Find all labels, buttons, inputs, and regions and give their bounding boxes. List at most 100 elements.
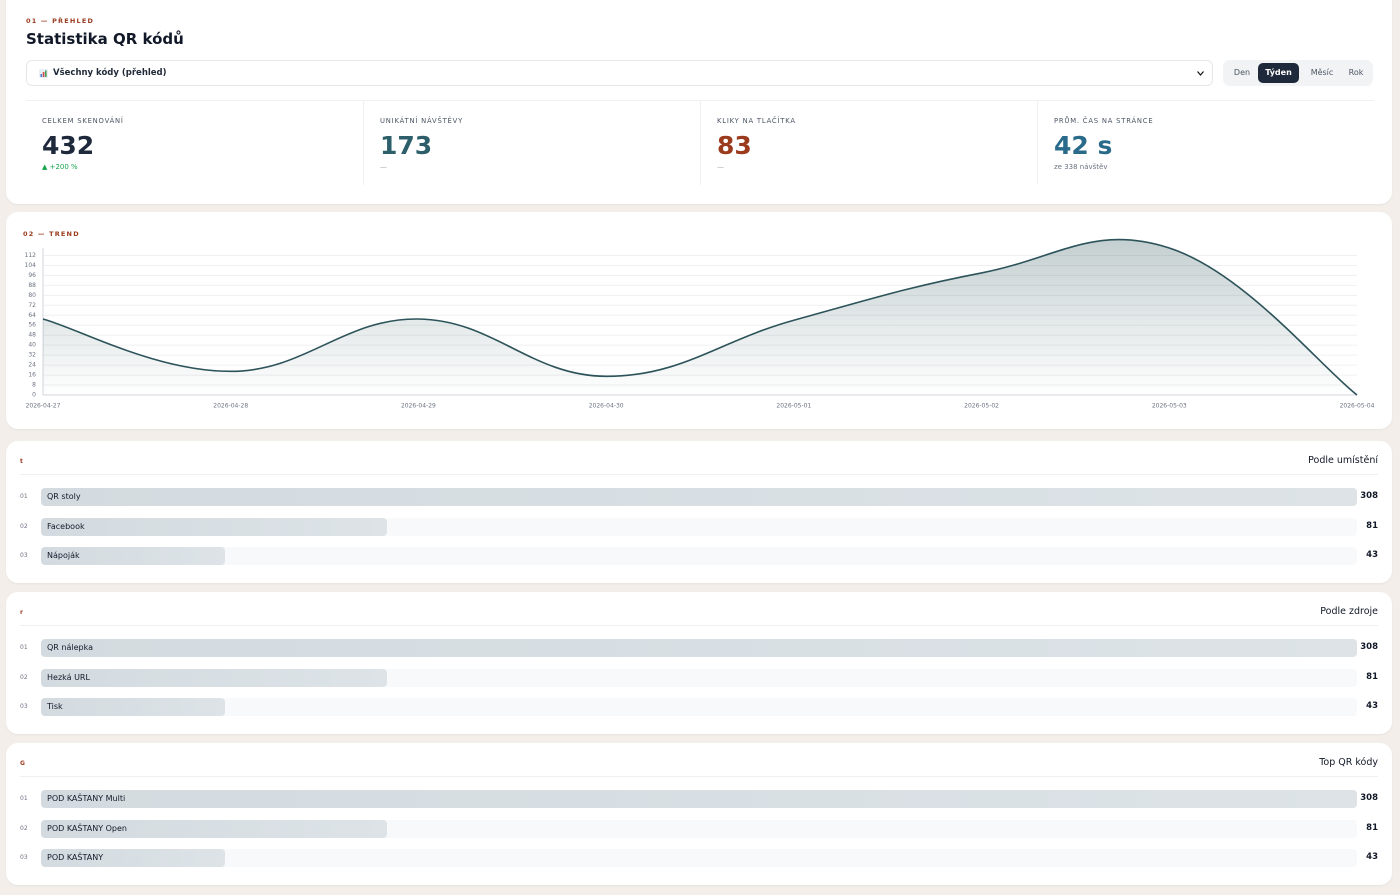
bar-track — [41, 698, 1357, 716]
bar-value: 308 — [1360, 491, 1378, 501]
breakdown-card: G Top QR kódy 01 POD KAŠTANY Multi 308 02 POD … — [6, 743, 1392, 885]
eyebrow: 01 — PŘEHLED — [26, 17, 95, 25]
chart: 02 — TREND 0 8 16 24 32 40 48 56 64 72 80 88 96 104 11… — [23, 230, 1375, 410]
rank: 02 — [20, 824, 28, 832]
section-marker: t — [20, 458, 23, 465]
stat-note: ▲ +200 % — [42, 163, 78, 171]
bar-value: 308 — [1360, 642, 1378, 652]
stat-note: — — [380, 163, 387, 171]
bar-value: 81 — [1366, 671, 1378, 682]
y-tick-label: 16 — [28, 372, 36, 379]
y-tick-label: 64 — [28, 312, 36, 319]
select-icon — [39, 69, 48, 78]
x-tick-label: 2026-05-02 — [964, 403, 999, 410]
stat-note: — — [717, 163, 724, 171]
bar-value: 43 — [1366, 701, 1378, 711]
stat: PRŮM. ČAS NA STRÁNCE 42 s ze 338 návštěv — [1037, 100, 1374, 185]
stat: CELKEM SKENOVÁNÍ 432 ▲ +200 % — [26, 100, 363, 185]
bar-value: 308 — [1360, 793, 1378, 803]
rank: 03 — [20, 703, 28, 710]
y-tick-label: 0 — [32, 392, 36, 399]
bar-label: POD KAŠTANY Multi — [47, 794, 126, 803]
x-tick-label: 2026-04-30 — [589, 403, 624, 410]
y-tick-label: 104 — [25, 262, 37, 269]
bar-value: 43 — [1366, 550, 1378, 560]
section-marker: G — [20, 760, 25, 767]
line-area — [43, 239, 1357, 395]
bar-label: Facebook — [47, 521, 85, 531]
section-rule — [20, 625, 1378, 626]
x-tick-label: 2026-05-04 — [1340, 403, 1375, 410]
bar-label: Tisk — [47, 702, 63, 711]
bar — [41, 517, 388, 536]
stat-value: 173 — [380, 131, 433, 160]
stat-value: 42 s — [1054, 131, 1113, 160]
period-button[interactable]: Den — [1233, 68, 1251, 77]
y-tick-label: 112 — [25, 252, 37, 259]
breakdown-card: t Podle umístění 01 QR stoly 308 02 Facebook 81… — [6, 441, 1392, 583]
section-title: Top QR kódy — [1319, 757, 1378, 768]
y-tick-label: 56 — [28, 322, 36, 329]
section-title: Podle zdroje — [1320, 606, 1378, 617]
page-title: Statistika QR kódů — [26, 30, 184, 48]
bar-track — [41, 849, 1357, 867]
rank: 01 — [20, 644, 28, 651]
bar-track — [41, 547, 1357, 565]
y-tick-label: 32 — [28, 352, 36, 359]
bar — [41, 698, 225, 716]
overview-card: 01 — PŘEHLED Statistika QR kódů Všechny … — [6, 0, 1392, 204]
bar-value: 81 — [1366, 520, 1378, 531]
bar — [41, 819, 388, 838]
x-tick-label: 2026-04-29 — [401, 403, 436, 410]
x-tick-label: 2026-05-01 — [776, 403, 811, 410]
chevron — [1197, 71, 1204, 76]
bar — [41, 639, 1357, 657]
stat-note: ze 338 návštěv — [1054, 163, 1108, 171]
bar-label: Nápoják — [47, 551, 80, 560]
bar — [41, 488, 1357, 506]
rank: 01 — [20, 493, 28, 500]
y-tick-label: 88 — [28, 282, 36, 289]
y-tick-label: 96 — [28, 272, 36, 279]
y-tick-label: 8 — [32, 382, 36, 389]
bar-label: POD KAŠTANY Open — [47, 823, 127, 833]
y-tick-label: 80 — [28, 292, 36, 299]
bar-label: QR nálepka — [47, 643, 93, 652]
stat-label: CELKEM SKENOVÁNÍ — [42, 117, 124, 125]
bar-value: 43 — [1366, 852, 1378, 862]
bar-label: QR stoly — [47, 492, 81, 501]
breakdown-card: r Podle zdroje 01 QR nálepka 308 02 Hezká URL 8… — [6, 592, 1392, 734]
bar — [41, 547, 225, 565]
chart-title: 02 — TREND — [23, 230, 80, 238]
bar — [41, 849, 225, 867]
stat-label: KLIKY NA TLAČÍTKA — [717, 117, 796, 125]
rank: 03 — [20, 552, 28, 559]
stat-label: PRŮM. ČAS NA STRÁNCE — [1054, 117, 1154, 125]
bar-value: 81 — [1366, 822, 1378, 833]
period-switch: Den Týden Měsíc Rok — [1223, 60, 1373, 86]
period-button[interactable]: Rok — [1348, 68, 1364, 77]
stat-value: 432 — [42, 131, 95, 160]
select-text: Všechny kódy (přehled) — [53, 68, 167, 78]
trend-card: 02 — TREND 0 8 16 24 32 40 48 56 64 72 80 88 96 104 11… — [6, 212, 1392, 429]
section-title: Podle umístění — [1308, 455, 1378, 466]
rank: 02 — [20, 522, 28, 530]
period-button[interactable]: Měsíc — [1310, 68, 1334, 77]
bar — [41, 668, 388, 687]
y-tick-label: 48 — [28, 332, 36, 339]
y-tick-label: 72 — [28, 302, 36, 309]
bar — [41, 790, 1357, 808]
stat: UNIKÁTNÍ NÁVŠTĚVY 173 — — [363, 100, 700, 185]
period-button[interactable]: Týden — [1258, 63, 1299, 83]
y-tick-label: 24 — [28, 362, 36, 369]
bar-label: Hezká URL — [47, 672, 90, 682]
line — [42, 238, 1358, 396]
stat: KLIKY NA TLAČÍTKA 83 — — [700, 100, 1037, 185]
rank: 01 — [20, 795, 28, 802]
stat-value: 83 — [717, 131, 752, 160]
bar-label: POD KAŠTANY — [47, 853, 104, 862]
x-tick-label: 2026-04-27 — [26, 403, 61, 410]
stat-label: UNIKÁTNÍ NÁVŠTĚVY — [380, 117, 464, 125]
section-rule — [20, 776, 1378, 777]
code-select[interactable]: Všechny kódy (přehled) — [26, 60, 1213, 86]
